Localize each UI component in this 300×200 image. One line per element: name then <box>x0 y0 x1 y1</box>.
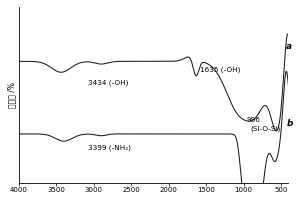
Text: 1635 (-OH): 1635 (-OH) <box>200 67 240 73</box>
Text: 3399 (-NH₂): 3399 (-NH₂) <box>88 145 130 151</box>
Text: a: a <box>286 42 292 51</box>
Text: 3434 (-OH): 3434 (-OH) <box>88 79 128 86</box>
Text: 996: 996 <box>247 117 260 123</box>
Text: (Si-O-Si): (Si-O-Si) <box>250 126 280 132</box>
Y-axis label: 透过率 /%: 透过率 /% <box>7 82 16 108</box>
Text: b: b <box>286 119 293 128</box>
